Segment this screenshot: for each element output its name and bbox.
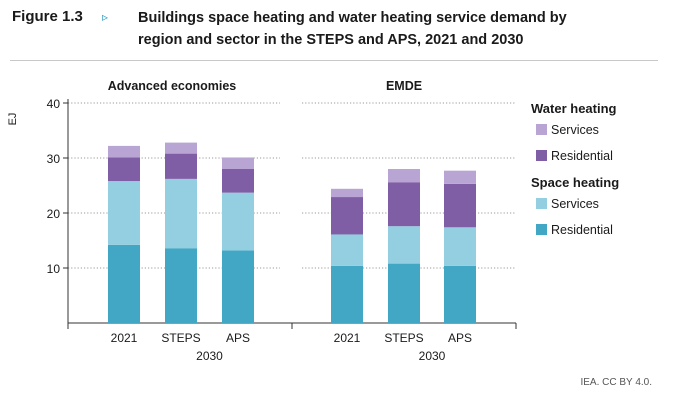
legend-swatch-0-0 — [536, 124, 547, 135]
figure-title-line-1: Buildings space heating and water heatin… — [138, 10, 567, 26]
panel-title-1: EMDE — [386, 79, 422, 93]
legend-label-0-1: Residential — [551, 149, 613, 163]
y-tick-label-20: 20 — [47, 207, 61, 221]
bar-0-0-3 — [108, 145, 140, 158]
legend-group-title-0: Water heating — [531, 101, 617, 116]
bar-0-1-2 — [165, 153, 197, 179]
legend-label-1-1: Residential — [551, 223, 613, 237]
title-rule — [10, 60, 658, 61]
x-tick-label-0-1: STEPS — [161, 331, 200, 345]
x-group-label-1: 2030 — [419, 349, 446, 363]
bar-1-0-2 — [331, 197, 363, 235]
figure-title: Buildings space heating and water heatin… — [138, 7, 658, 51]
x-tick-label-0-0: 2021 — [111, 331, 138, 345]
legend-label-0-0: Services — [551, 123, 599, 137]
x-tick-label-1-2: APS — [448, 331, 472, 345]
x-tick-label-0-2: APS — [226, 331, 250, 345]
bar-0-1-3 — [165, 142, 197, 154]
figure-label: Figure 1.3 — [12, 8, 83, 25]
y-tick-label-40: 40 — [47, 97, 61, 111]
bar-1-0-1 — [331, 234, 363, 266]
bar-0-2-3 — [222, 157, 254, 169]
bar-0-1-0 — [165, 248, 197, 323]
bar-1-2-2 — [444, 183, 476, 228]
bar-1-2-3 — [444, 170, 476, 184]
bar-0-2-0 — [222, 250, 254, 323]
bar-1-1-0 — [388, 263, 420, 323]
panel-title-0: Advanced economies — [108, 79, 237, 93]
x-group-label-0: 2030 — [196, 349, 223, 363]
bar-1-0-3 — [331, 188, 363, 198]
figure-arrow-icon: ▹ — [102, 10, 109, 24]
legend-label-1-0: Services — [551, 197, 599, 211]
bar-1-0-0 — [331, 265, 363, 323]
y-tick-label-30: 30 — [47, 152, 61, 166]
bar-0-2-2 — [222, 169, 254, 193]
bar-0-0-1 — [108, 181, 140, 245]
y-axis-label: EJ — [7, 113, 19, 126]
x-tick-label-1-1: STEPS — [384, 331, 423, 345]
bar-1-1-3 — [388, 169, 420, 183]
credit-text: IEA. CC BY 4.0. — [580, 377, 652, 388]
legend-swatch-0-1 — [536, 150, 547, 161]
legend-swatch-1-1 — [536, 224, 547, 235]
figure-title-line-2: region and sector in the STEPS and APS, … — [138, 32, 524, 48]
bar-1-1-1 — [388, 226, 420, 264]
bar-0-0-2 — [108, 157, 140, 182]
legend-swatch-1-0 — [536, 198, 547, 209]
y-tick-label-10: 10 — [47, 262, 61, 276]
x-tick-label-1-0: 2021 — [334, 331, 361, 345]
bar-0-2-1 — [222, 192, 254, 251]
legend-group-title-1: Space heating — [531, 175, 619, 190]
bar-0-0-0 — [108, 244, 140, 323]
bar-1-1-2 — [388, 182, 420, 227]
bar-1-2-0 — [444, 265, 476, 323]
bar-0-1-1 — [165, 178, 197, 249]
bar-1-2-1 — [444, 227, 476, 266]
